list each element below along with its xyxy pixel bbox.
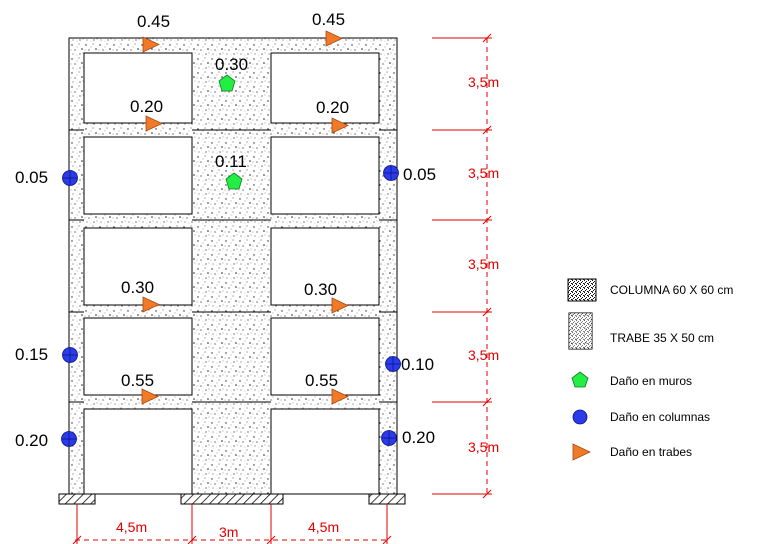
beam-damage-label: 0.20 <box>130 97 163 116</box>
support-center <box>180 493 284 505</box>
legend: COLUMNA 60 X 60 cm TRABE 35 X 50 cm Daño… <box>567 278 733 461</box>
circle-icon <box>62 170 78 186</box>
beam-damage-label: 0.20 <box>316 98 349 117</box>
bay-width-right: 4,5m <box>308 519 339 535</box>
pentagon-icon <box>225 172 243 190</box>
legend-label: Daño en columnas <box>610 410 710 424</box>
column-damage-label: 0.20 <box>15 431 48 450</box>
story-height-2: 3,5m <box>468 347 499 363</box>
triangle-icon <box>331 297 349 314</box>
triangle-icon <box>145 115 163 132</box>
wall-damage-label: 0.11 <box>215 152 247 171</box>
column-damage-label: 0.05 <box>15 168 48 187</box>
beam-damage-label: 0.30 <box>304 280 337 299</box>
wall-damage-label: 0.30 <box>215 55 248 74</box>
circle-icon <box>62 347 78 363</box>
support-left <box>58 493 96 505</box>
column-damage-markers <box>61 165 401 447</box>
beam-damage-label: 0.45 <box>137 12 170 31</box>
triangle-icon <box>331 117 349 134</box>
triangle-icon <box>142 296 160 313</box>
circle-icon <box>381 430 397 446</box>
legend-label: COLUMNA 60 X 60 cm <box>610 283 733 297</box>
beam-damage-label: 0.45 <box>312 10 345 29</box>
column-damage-label: 0.20 <box>402 428 435 447</box>
circle-icon <box>383 165 399 181</box>
bay-width-left: 4,5m <box>116 519 147 535</box>
pentagon-icon <box>571 371 589 388</box>
column-damage-label: 0.05 <box>403 165 436 184</box>
story-height-1: 3,5m <box>468 439 499 455</box>
beam-damage-label: 0.30 <box>121 278 154 297</box>
column-hatch-icon <box>567 278 597 302</box>
story-height-4: 3,5m <box>468 165 499 181</box>
building-frame <box>58 37 406 505</box>
support-right <box>368 493 406 505</box>
circle-icon <box>572 409 588 425</box>
beam-damage-label: 0.55 <box>305 371 338 390</box>
triangle-icon <box>141 388 159 405</box>
legend-label: TRABE 35 X 50 cm <box>610 331 714 345</box>
triangle-icon <box>142 36 160 53</box>
triangle-icon <box>331 388 349 405</box>
legend-label: Daño en muros <box>610 374 692 388</box>
pentagon-icon <box>218 74 236 92</box>
floor-lines <box>69 129 397 403</box>
legend-label: Daño en trabes <box>610 445 692 459</box>
story-height-5: 3,5m <box>468 74 499 90</box>
bay-dimensions <box>72 504 392 544</box>
supports <box>58 493 406 505</box>
triangle-icon <box>325 30 343 47</box>
column-damage-label: 0.15 <box>15 345 48 364</box>
bay-openings <box>83 52 380 495</box>
beam-damage-markers <box>141 30 349 405</box>
bay-width-center: 3m <box>219 524 238 540</box>
column-damage-label: 0.10 <box>401 355 434 374</box>
circle-icon <box>61 431 77 447</box>
beam-damage-label: 0.55 <box>121 371 154 390</box>
height-dimensions <box>432 33 492 499</box>
triangle-icon <box>572 443 591 461</box>
wall-damage-markers <box>218 74 243 190</box>
story-height-3: 3,5m <box>468 256 499 272</box>
circle-icon <box>385 356 401 372</box>
